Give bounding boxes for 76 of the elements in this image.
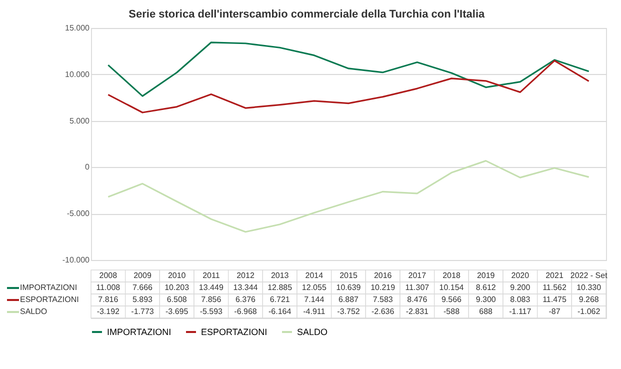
data-label: -1.062	[577, 307, 601, 316]
x-tick-label: 2008	[99, 271, 118, 280]
data-label: 11.307	[405, 283, 430, 292]
data-label: 13.449	[198, 283, 224, 292]
data-label: -3.695	[165, 307, 189, 316]
x-tick-label: 2022 - Set	[570, 271, 608, 280]
line-series	[107, 42, 590, 97]
data-label: -87	[548, 307, 561, 316]
data-label: 11.562	[542, 283, 567, 292]
data-label: -3.192	[96, 307, 120, 316]
text: IMPORTAZIONI	[107, 327, 172, 337]
data-label: -5.593	[200, 307, 224, 316]
data-label: 7.666	[132, 283, 154, 292]
line-series	[107, 160, 590, 233]
data-label: 10.639	[336, 283, 362, 292]
data-label: 8.476	[407, 295, 428, 304]
x-tick-label: 2013	[270, 271, 290, 280]
y-tick-label: 0	[85, 162, 90, 172]
data-label: 13.344	[233, 283, 258, 292]
data-label: -3.752	[337, 307, 360, 316]
data-label: 9.300	[476, 295, 496, 304]
y-tick-label: 5.000	[69, 116, 90, 126]
legend-label: IMPORTAZIONI	[20, 283, 78, 292]
x-tick-label: 2009	[134, 271, 152, 280]
data-label: -4.911	[303, 307, 326, 316]
text: ESPORTAZIONI	[201, 327, 268, 337]
data-label: -6.164	[268, 307, 292, 316]
data-label: 688	[479, 307, 494, 316]
x-tick-label: 2010	[168, 271, 186, 280]
x-tick-label: 2021	[546, 271, 564, 280]
data-label: 10.154	[439, 283, 464, 292]
data-label: 8.612	[476, 283, 496, 292]
text: SALDO	[20, 307, 48, 316]
x-tick-label: 2012	[236, 271, 255, 280]
data-label: 8.083	[510, 295, 531, 304]
data-label: -1.117	[509, 307, 532, 316]
data-label: -1.773	[131, 307, 154, 316]
data-label: 11.475	[542, 295, 567, 304]
y-tick-label: 15.000	[65, 24, 90, 32]
x-tick-label: 2020	[511, 271, 530, 280]
data-label: 7.856	[201, 295, 222, 304]
data-label: 11.008	[96, 283, 121, 292]
line-series	[107, 60, 590, 114]
data-label: 10.203	[164, 283, 190, 292]
x-tick-label: 2011	[202, 271, 220, 280]
data-label: 9.200	[510, 283, 531, 292]
x-tick-label: 2015	[340, 271, 358, 280]
data-label: -2.636	[371, 307, 395, 316]
data-label: -6.968	[234, 307, 258, 316]
x-tick-label: 2014	[305, 271, 324, 280]
data-label: 10.330	[576, 283, 602, 292]
data-label: 6.508	[166, 295, 188, 304]
data-label: 6.721	[270, 295, 290, 304]
data-label: 7.144	[304, 295, 325, 304]
data-label: 6.376	[235, 295, 256, 304]
data-label: -588	[443, 307, 460, 316]
data-label: 9.268	[578, 295, 600, 304]
data-label: 12.055	[302, 283, 327, 292]
data-label: 5.893	[132, 295, 154, 304]
y-tick-label: 10.000	[65, 70, 90, 79]
legend-label: SALDO	[297, 327, 328, 337]
data-label: 7.816	[98, 295, 119, 304]
data-label: -2.831	[406, 307, 430, 316]
x-tick-label: 2017	[408, 271, 427, 280]
data-label: 10.219	[370, 283, 396, 292]
data-label: 7.583	[372, 295, 394, 304]
data-label: 9.566	[441, 295, 462, 304]
chart-title: Serie storica dell'interscambio commerciale della Turchia con l'Italia	[128, 8, 486, 20]
x-tick-label: 2019	[476, 271, 496, 280]
data-label: 12.885	[268, 283, 293, 292]
legend-label: ESPORTAZIONI	[20, 295, 79, 304]
x-tick-label: 2018	[442, 271, 461, 280]
x-tick-label: 2016	[374, 271, 392, 280]
y-tick-label: -10.000	[62, 256, 90, 264]
y-tick-label: -5.000	[66, 209, 90, 218]
data-label: 6.887	[338, 295, 360, 304]
